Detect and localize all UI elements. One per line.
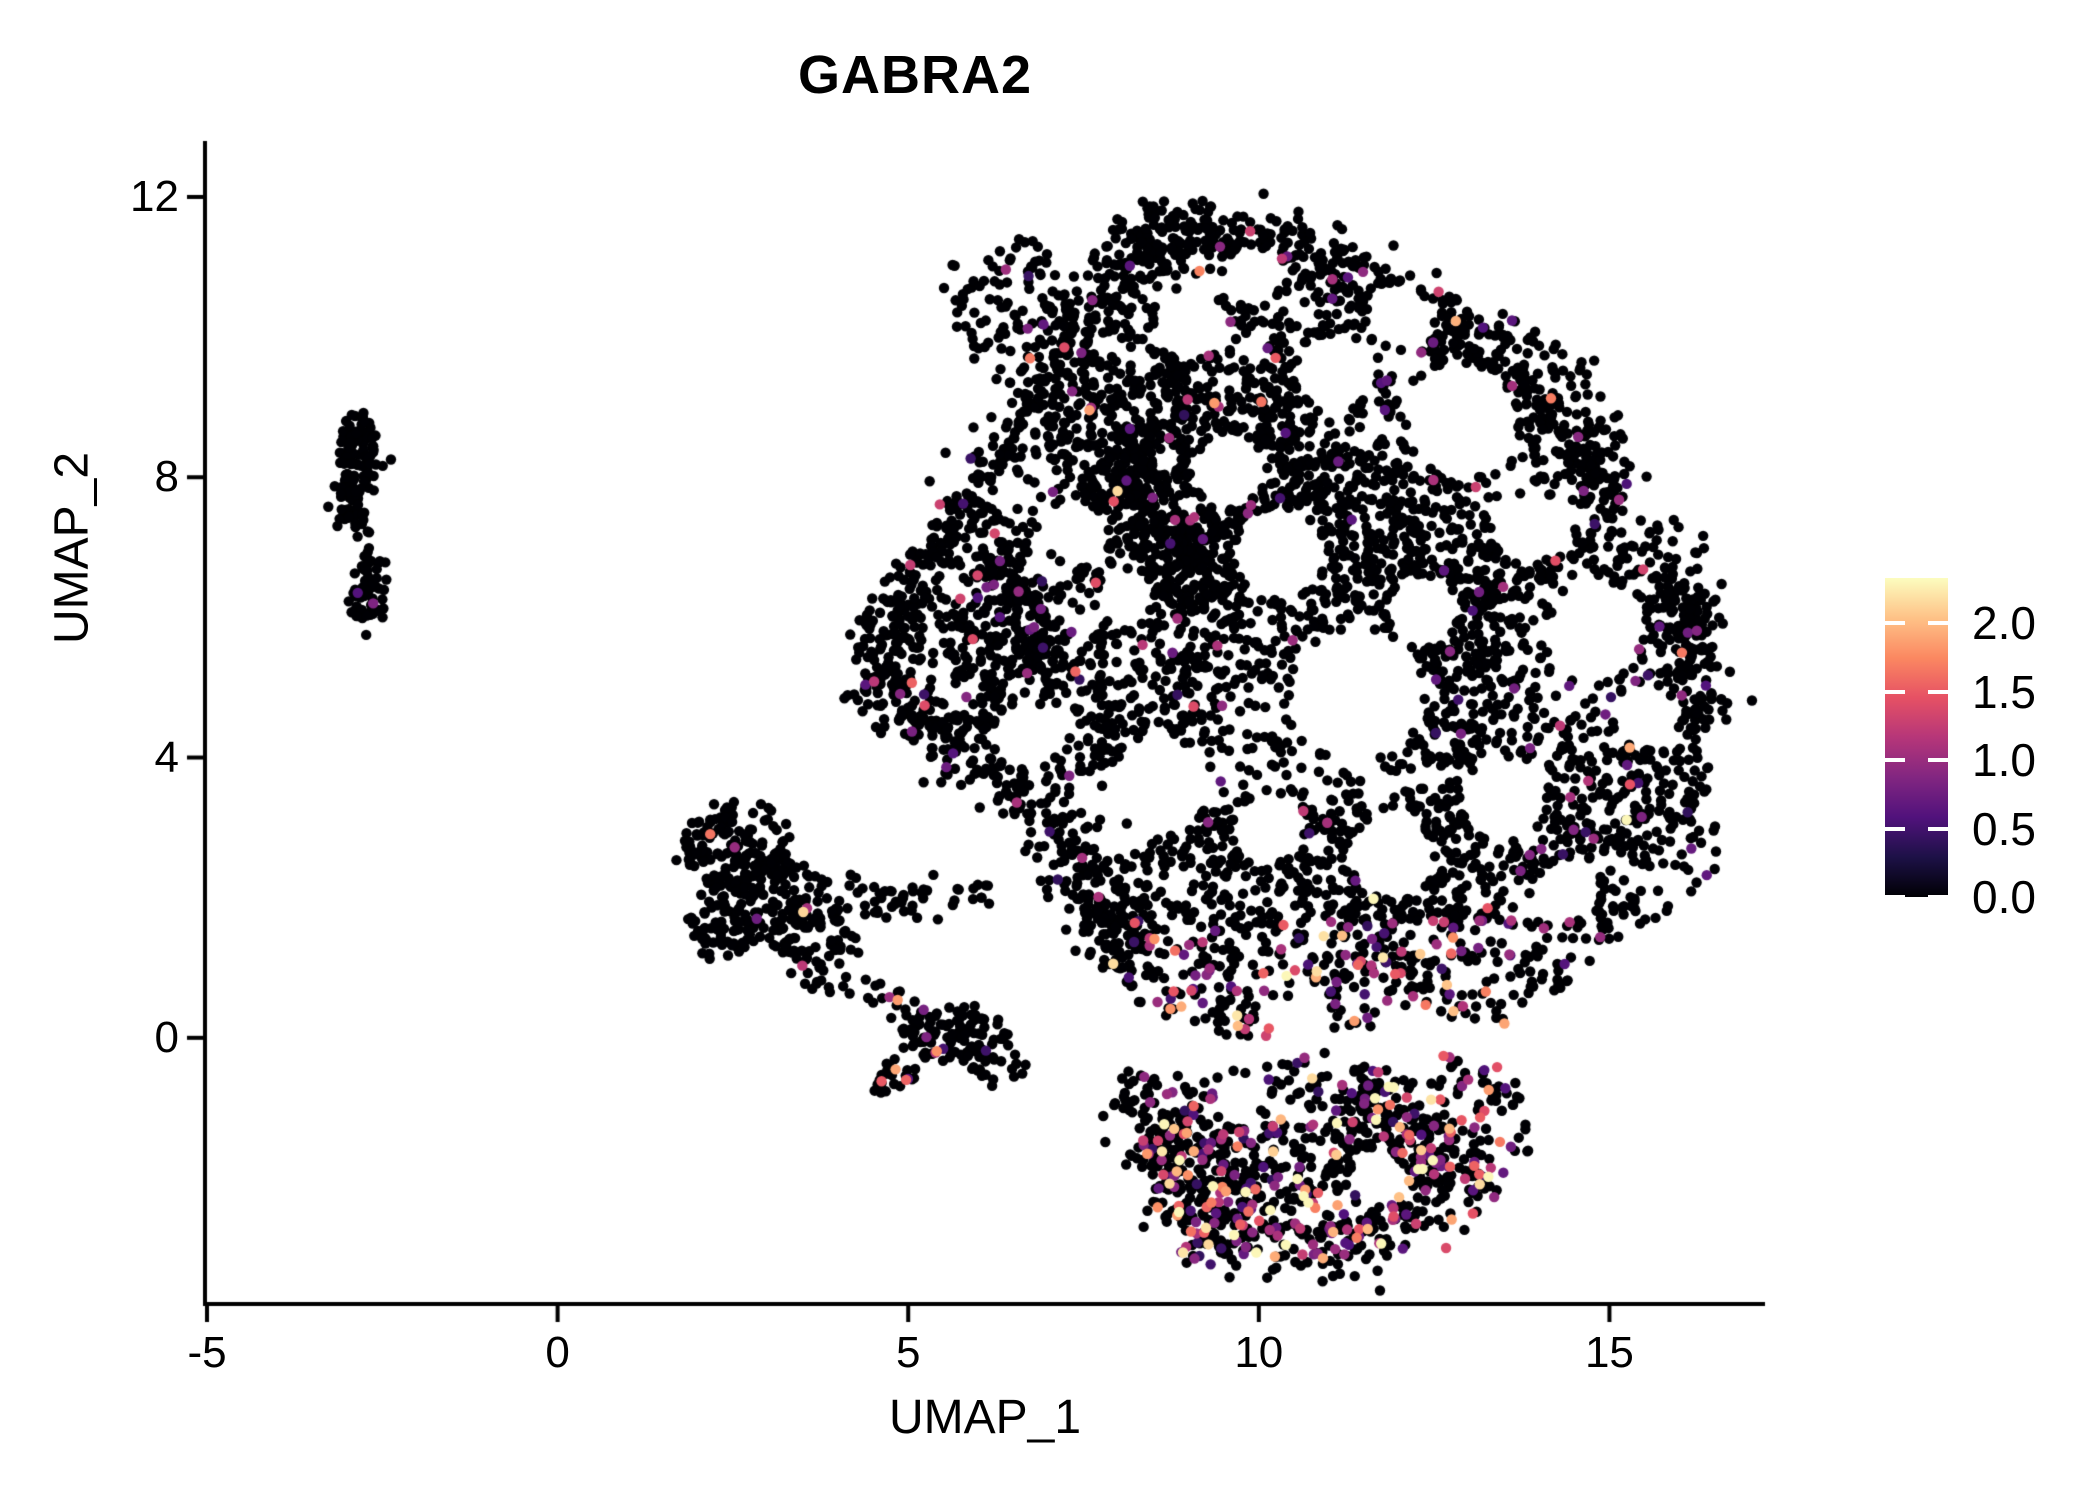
plot-title: GABRA2 <box>797 45 1033 105</box>
colorbar-tick-mark <box>1928 621 1948 626</box>
y-axis-title: UMAP_2 <box>45 451 99 645</box>
colorbar-tick-mark <box>1928 826 1948 831</box>
colorbar-tick-label: 2.0 <box>1972 597 2036 650</box>
colorbar-tick-mark <box>1885 689 1905 694</box>
x-tick-label: 5 <box>895 1328 921 1377</box>
y-tick-label: 8 <box>154 452 179 502</box>
colorbar-tick-mark <box>1885 826 1905 831</box>
colorbar-tick-mark <box>1885 621 1905 626</box>
colorbar-tick-label: 1.0 <box>1972 734 2036 787</box>
x-tick-label: -5 <box>187 1328 227 1377</box>
x-tick-label: 0 <box>545 1328 570 1377</box>
y-tick-label: 4 <box>154 732 179 782</box>
x-axis-title: UMAP_1 <box>888 1391 1082 1444</box>
y-tick-label: 12 <box>130 171 179 221</box>
colorbar-tick-label: 0.0 <box>1972 871 2036 923</box>
colorbar-tick-mark <box>1928 758 1948 763</box>
colorbar-tick-mark <box>1928 689 1948 694</box>
y-tick-label: 0 <box>154 1012 179 1062</box>
colorbar-tick-label: 1.5 <box>1972 665 2036 718</box>
colorbar-tick-mark <box>1885 895 1905 899</box>
colorbar-tick-mark <box>1928 895 1948 899</box>
x-tick-label: 15 <box>1584 1328 1634 1377</box>
colorbar-tick-label: 0.5 <box>1972 802 2036 855</box>
colorbar-tick-mark <box>1885 758 1905 763</box>
x-tick-label: 10 <box>1234 1328 1284 1377</box>
colorbar-gradient <box>1885 578 1948 897</box>
